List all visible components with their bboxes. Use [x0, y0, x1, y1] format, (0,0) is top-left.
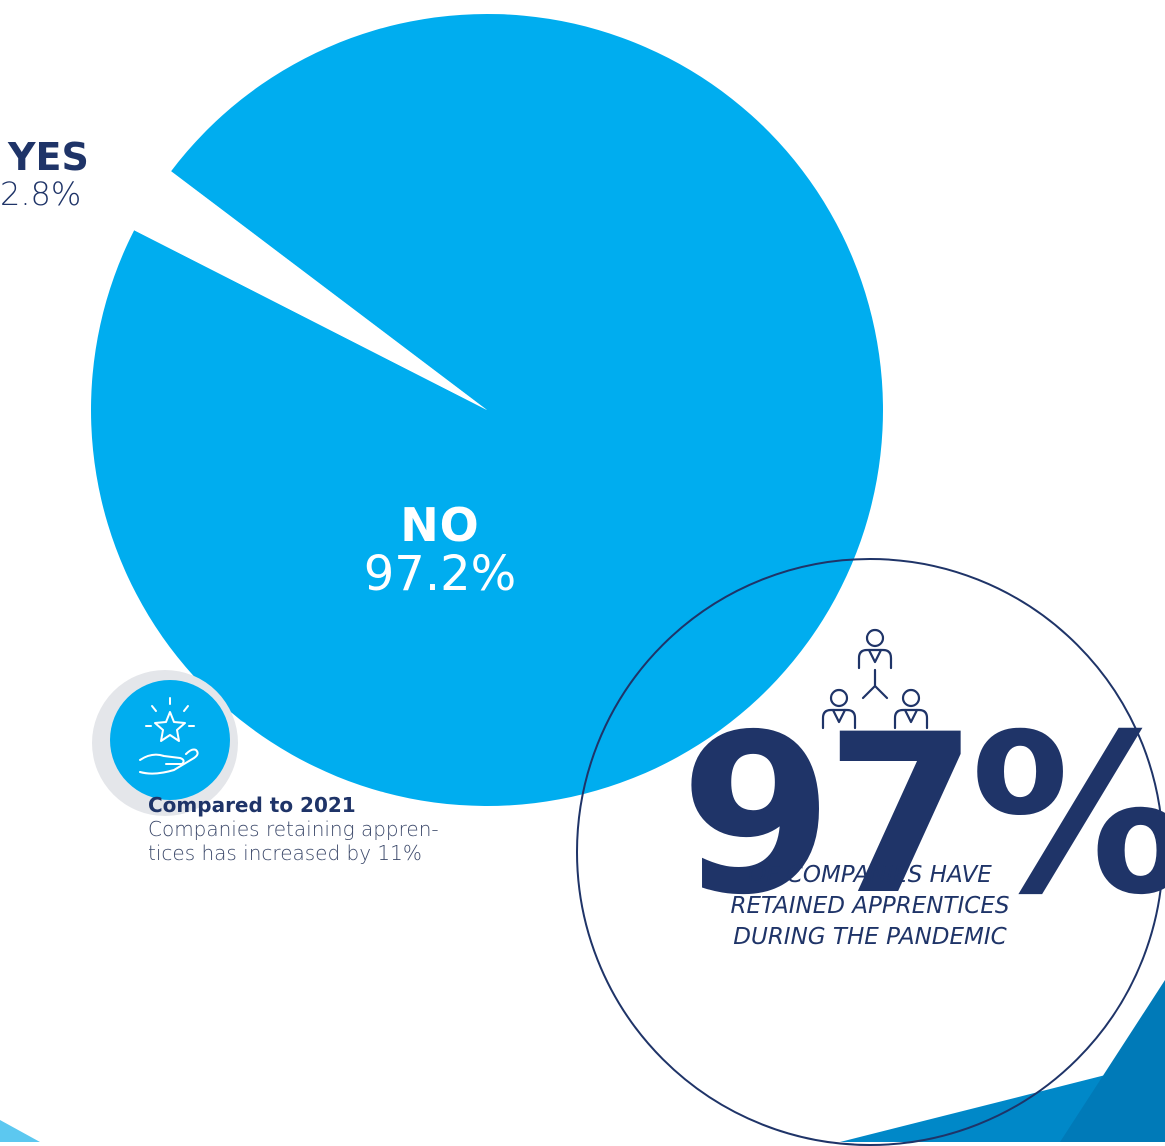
comparison-note-text: Companies retaining appren- — [148, 817, 439, 841]
comparison-note: Compared to 2021 Companies retaining app… — [148, 793, 458, 865]
highlight-caption-line: DURING THE PANDEMIC — [733, 924, 1007, 951]
highlight-percentage: 97% — [680, 687, 1165, 943]
bottom-left-triangle — [0, 1120, 40, 1142]
comparison-note-text: tices has increased by 11% — [148, 841, 422, 865]
comparison-note-title: Compared to 2021 — [148, 793, 356, 817]
pie-label-yes-category: YES — [8, 135, 89, 179]
pie-slice-no — [91, 13, 884, 806]
pie-label-yes-value: 2.8% — [0, 175, 82, 213]
hand-star-icon — [92, 670, 238, 816]
highlight-caption-line: OF COMPANIES HAVE — [748, 862, 992, 888]
highlight-caption-line: RETAINED APPRENTICES — [730, 893, 1010, 920]
pie-label-yes: YES 2.8% — [0, 135, 100, 213]
pie-slice-yes — [134, 171, 487, 410]
bottom-right-triangle-dark — [1060, 980, 1165, 1142]
highlight-caption: OF COMPANIES HAVE RETAINED APPRENTICES D… — [660, 860, 1080, 953]
pie-label-no-category: NO — [400, 498, 480, 552]
pie-label-no-value: 97.2% — [363, 546, 517, 602]
pie-label-no: NO 97.2% — [355, 498, 525, 602]
people-network-icon — [821, 628, 929, 730]
